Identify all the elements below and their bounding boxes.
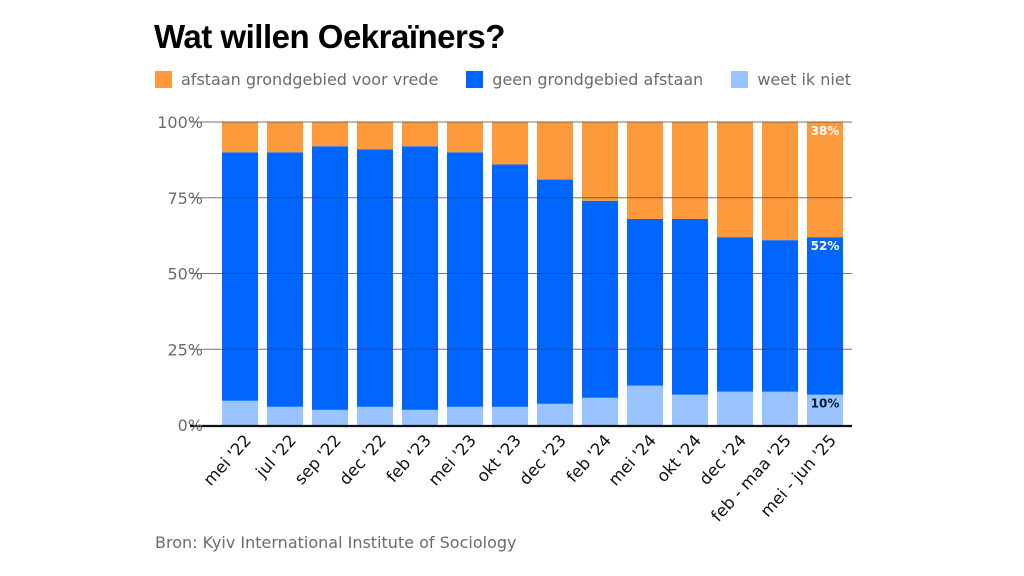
x-tick-label-sep-22: sep '22 — [291, 431, 345, 488]
x-tick-label-feb-maa-25: feb - maa '25 — [707, 431, 795, 525]
bar-weet-ik-niet-jul-22 — [267, 406, 303, 425]
bar-geen-grondgebied-afstaan-okt-24 — [672, 218, 708, 395]
bar-geen-grondgebied-afstaan-mei-22 — [222, 152, 258, 401]
bar-afstaan-grondgebied-voor-vrede-feb-24 — [582, 122, 618, 201]
y-tick-label-100: 100% — [157, 113, 203, 132]
bar-weet-ik-niet-mei-24 — [627, 385, 663, 425]
legend-item-afstaan: afstaan grondgebied voor vrede — [155, 70, 438, 89]
y-tick-label-25: 25% — [167, 340, 203, 359]
bar-geen-grondgebied-afstaan-mei-jun-25 — [807, 237, 843, 395]
bar-geen-grondgebied-afstaan-mei-23 — [447, 152, 483, 407]
y-tick-label-50: 50% — [167, 265, 203, 284]
bar-afstaan-grondgebied-voor-vrede-dec-23 — [537, 122, 573, 180]
legend-swatch-afstaan — [155, 71, 172, 88]
data-label-weet-ik-niet: 10% — [811, 397, 840, 411]
source-note: Bron: Kyiv International Institute of So… — [155, 533, 517, 552]
bar-afstaan-grondgebied-voor-vrede-feb-maa-25 — [762, 122, 798, 241]
x-tick-label-mei-22: mei '22 — [200, 431, 255, 489]
legend: afstaan grondgebied voor vrede geen gron… — [155, 70, 879, 89]
bar-afstaan-grondgebied-voor-vrede-sep-22 — [312, 122, 348, 147]
legend-item-weet-niet: weet ik niet — [731, 70, 851, 89]
bar-afstaan-grondgebied-voor-vrede-jul-22 — [267, 122, 303, 153]
bar-afstaan-grondgebied-voor-vrede-mei-jun-25 — [807, 122, 843, 238]
bar-geen-grondgebied-afstaan-dec-22 — [357, 149, 393, 407]
bar-afstaan-grondgebied-voor-vrede-dec-22 — [357, 122, 393, 150]
bar-geen-grondgebied-afstaan-dec-24 — [717, 237, 753, 392]
bar-weet-ik-niet-mei-22 — [222, 400, 258, 425]
y-tick-label-0: 0% — [178, 416, 203, 435]
bar-afstaan-grondgebied-voor-vrede-mei-23 — [447, 122, 483, 153]
bar-weet-ik-niet-feb-24 — [582, 397, 618, 425]
legend-label-afstaan: afstaan grondgebied voor vrede — [181, 70, 439, 89]
y-tick-label-75: 75% — [167, 189, 203, 208]
bar-weet-ik-niet-sep-22 — [312, 409, 348, 425]
legend-label-weet-niet: weet ik niet — [757, 70, 851, 89]
bar-afstaan-grondgebied-voor-vrede-okt-23 — [492, 122, 528, 165]
data-labels-layer: 38% 52% 10% — [811, 124, 840, 411]
bar-afstaan-grondgebied-voor-vrede-mei-24 — [627, 122, 663, 219]
bar-weet-ik-niet-dec-23 — [537, 403, 573, 425]
bar-geen-grondgebied-afstaan-feb-23 — [402, 146, 438, 410]
bar-weet-ik-niet-okt-24 — [672, 394, 708, 425]
bar-weet-ik-niet-feb-maa-25 — [762, 391, 798, 425]
x-tick-label-dec-22: dec '22 — [335, 431, 390, 489]
bar-weet-ik-niet-mei-jun-25 — [807, 394, 843, 425]
bar-weet-ik-niet-mei-23 — [447, 406, 483, 425]
legend-swatch-geen — [466, 71, 484, 88]
y-axis: 0% 25% 50% 75% 100% — [157, 113, 203, 435]
bars-layer — [222, 122, 843, 425]
x-tick-label-mei-24: mei '24 — [605, 431, 660, 489]
x-tick-label-mei-23: mei '23 — [425, 431, 480, 489]
bar-geen-grondgebied-afstaan-feb-maa-25 — [762, 240, 798, 392]
legend-swatch-weet-niet — [731, 71, 749, 88]
bar-afstaan-grondgebied-voor-vrede-feb-23 — [402, 122, 438, 147]
legend-label-geen: geen grondgebied afstaan — [492, 70, 704, 89]
data-label-afstaan-grondgebied-voor-vrede: 38% — [811, 124, 840, 138]
x-tick-label-dec-23: dec '23 — [515, 431, 570, 489]
chart-title: Wat willen Oekraïners? — [154, 18, 505, 55]
bar-geen-grondgebied-afstaan-dec-23 — [537, 179, 573, 404]
bar-afstaan-grondgebied-voor-vrede-okt-24 — [672, 122, 708, 219]
bar-weet-ik-niet-dec-24 — [717, 391, 753, 425]
bar-geen-grondgebied-afstaan-feb-24 — [582, 200, 618, 398]
bar-weet-ik-niet-feb-23 — [402, 409, 438, 425]
bar-geen-grondgebied-afstaan-mei-24 — [627, 218, 663, 386]
bar-weet-ik-niet-dec-22 — [357, 406, 393, 425]
gridlines-layer — [190, 121, 852, 428]
bar-weet-ik-niet-okt-23 — [492, 406, 528, 425]
bar-afstaan-grondgebied-voor-vrede-dec-24 — [717, 122, 753, 238]
bar-afstaan-grondgebied-voor-vrede-mei-22 — [222, 122, 258, 153]
bar-geen-grondgebied-afstaan-jul-22 — [267, 152, 303, 407]
bar-geen-grondgebied-afstaan-sep-22 — [312, 146, 348, 410]
legend-item-geen: geen grondgebied afstaan — [466, 70, 703, 89]
bar-geen-grondgebied-afstaan-okt-23 — [492, 164, 528, 407]
data-label-geen-grondgebied-afstaan: 52% — [811, 239, 840, 253]
